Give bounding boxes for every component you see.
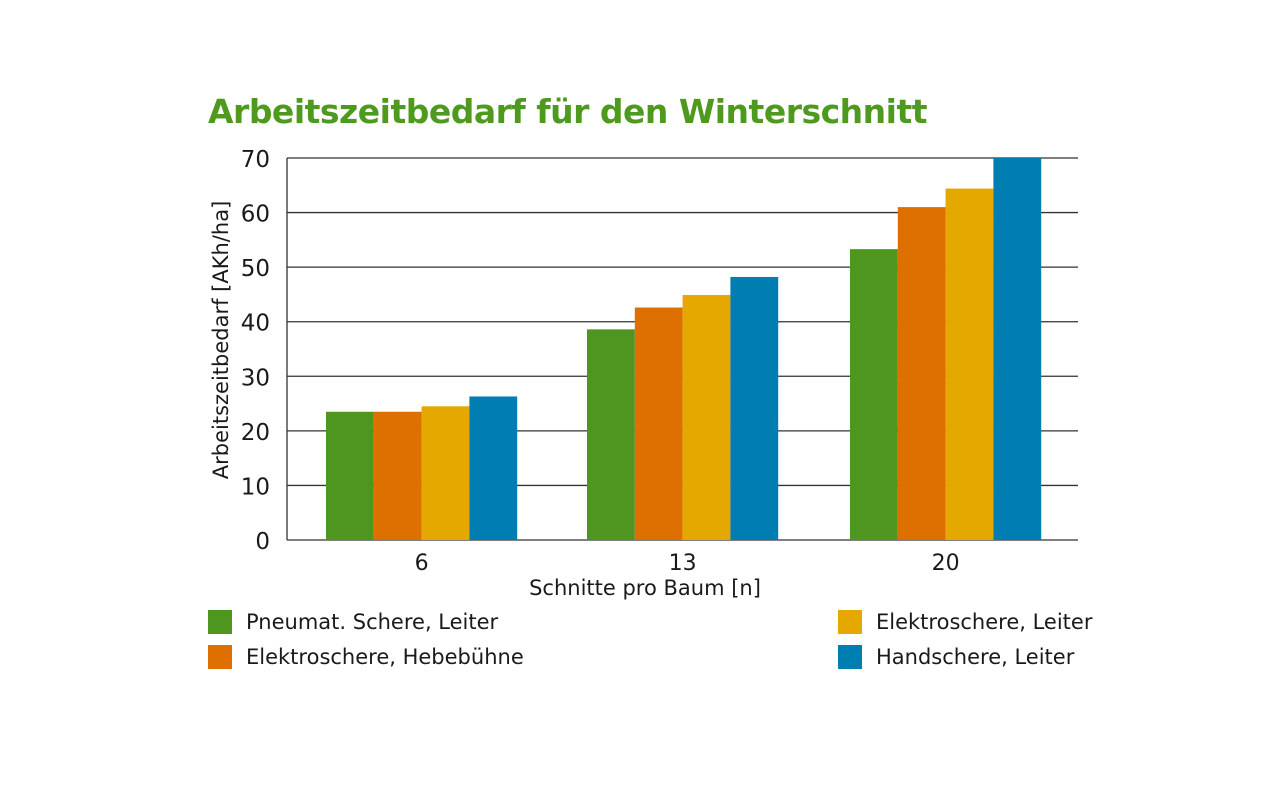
y-tick-label: 20 xyxy=(241,420,270,446)
bar xyxy=(945,188,994,540)
x-tick-label: 6 xyxy=(415,551,429,576)
x-tick-label: 20 xyxy=(932,551,960,576)
x-axis-label: Schnitte pro Baum [n] xyxy=(529,576,761,600)
y-tick-label: 60 xyxy=(241,202,270,228)
bar xyxy=(373,411,422,540)
chart-title: Arbeitszeitbedarf für den Winterschnitt xyxy=(208,92,928,131)
x-tick-label: 13 xyxy=(669,551,697,576)
bar xyxy=(897,207,946,540)
legend-item-0: Pneumat. Schere, Leiter xyxy=(208,610,498,634)
bar xyxy=(469,396,518,540)
legend-swatch xyxy=(208,645,232,669)
bar xyxy=(682,294,731,540)
y-tick-label: 10 xyxy=(241,474,270,500)
bar xyxy=(850,249,898,541)
legend-swatch xyxy=(208,610,232,634)
y-tick-label: 0 xyxy=(255,529,270,555)
bar xyxy=(993,158,1042,540)
y-tick-label: 50 xyxy=(241,256,270,282)
legend-item-2: Elektroschere, Leiter xyxy=(838,610,1092,634)
bar xyxy=(634,307,683,540)
bar xyxy=(730,276,779,540)
legend-label: Handschere, Leiter xyxy=(876,645,1075,669)
legend-swatch xyxy=(838,645,862,669)
legend-label: Elektroschere, Hebebühne xyxy=(246,645,524,669)
bar xyxy=(326,411,374,540)
legend-item-1: Elektroschere, Hebebühne xyxy=(208,645,524,669)
y-tick-label: 30 xyxy=(241,365,270,391)
y-axis-label: Arbeitszeitbedarf [AKh/ha] xyxy=(209,201,233,480)
legend-swatch xyxy=(838,610,862,634)
legend-label: Pneumat. Schere, Leiter xyxy=(246,610,499,634)
legend-item-3: Handschere, Leiter xyxy=(838,645,1074,669)
bar xyxy=(587,329,635,540)
y-tick-label: 70 xyxy=(241,147,270,173)
y-tick-label: 40 xyxy=(241,311,270,337)
legend-label: Elektroschere, Leiter xyxy=(876,610,1093,634)
bar xyxy=(421,406,470,540)
